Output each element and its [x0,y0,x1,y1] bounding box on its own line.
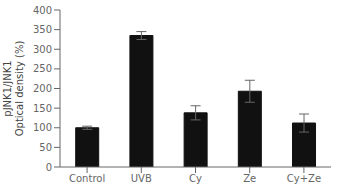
svg-text:Cy+Ze: Cy+Ze [287,173,321,184]
svg-text:0: 0 [46,162,52,173]
svg-text:150: 150 [33,103,52,114]
svg-text:Cy: Cy [189,173,202,184]
svg-text:250: 250 [33,63,52,74]
svg-text:350: 350 [33,24,52,35]
svg-text:200: 200 [33,83,52,94]
svg-text:pJNK1/JNK1Optical density (%): pJNK1/JNK1Optical density (%) [8,41,25,137]
svg-text:Ze: Ze [243,173,256,184]
svg-text:Control: Control [69,173,105,184]
svg-text:UVB: UVB [131,173,152,184]
svg-text:50: 50 [39,142,52,153]
svg-text:300: 300 [33,44,52,55]
svg-text:100: 100 [33,122,52,133]
svg-text:400: 400 [33,5,52,16]
